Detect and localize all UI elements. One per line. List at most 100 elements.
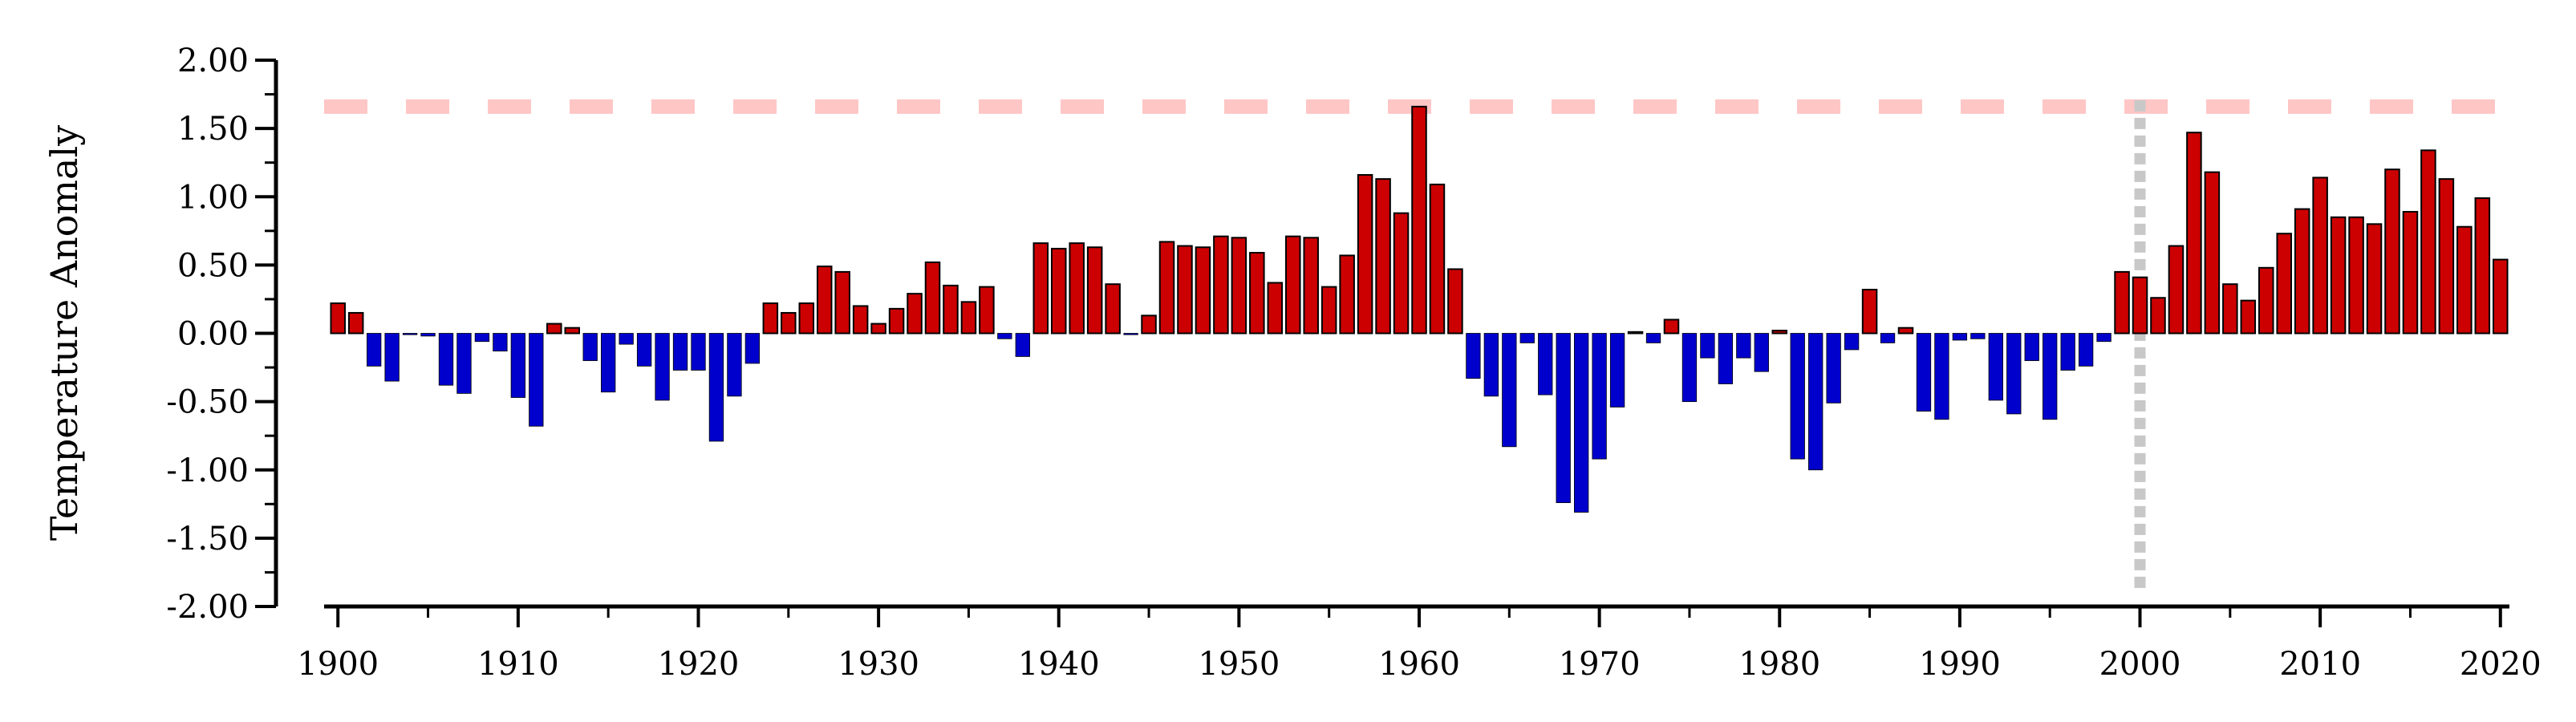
bar-1909 [493,333,508,352]
bar-1955 [1320,286,1337,335]
bar-1912 [546,322,562,335]
bar-1910 [510,333,526,398]
bar-1999 [2114,270,2130,335]
bar-1902 [366,333,382,367]
reference-layer [324,99,2497,590]
y-tick-label: 1.00 [177,179,249,216]
bar-1953 [1284,235,1301,335]
bar-1964 [1483,333,1499,397]
bar-2019 [2474,197,2491,335]
bar-1942 [1086,246,1103,335]
bar-1934 [943,284,959,335]
bar-1931 [888,307,905,335]
bar-1959 [1393,212,1410,335]
bar-1996 [2060,333,2075,371]
bar-1903 [384,333,400,382]
bar-1978 [1736,333,1751,359]
bar-1923 [744,333,761,364]
y-tick-label: -1.00 [166,452,249,489]
y-tick-label: -2.00 [166,589,249,626]
bar-1911 [529,333,544,427]
bar-2009 [2294,208,2310,335]
x-tick-label: 1900 [297,646,379,683]
bar-1922 [727,333,742,397]
bar-1941 [1069,242,1085,335]
x-tick-label: 1910 [477,646,559,683]
bar-2004 [2204,171,2221,335]
bar-1954 [1303,237,1319,335]
bar-1967 [1538,333,1553,395]
bar-1913 [564,327,581,335]
x-tick-label: 1980 [1738,646,1820,683]
bar-2008 [2276,233,2292,335]
bar-1980 [1771,330,1788,335]
bar-2003 [2186,132,2202,335]
bar-1960 [1411,105,1427,335]
bar-2014 [2384,168,2400,335]
bar-1946 [1158,241,1175,335]
bar-1983 [1826,333,1841,404]
bar-1918 [655,333,670,401]
bar-2001 [2150,297,2166,335]
x-tick-label: 1930 [838,646,919,683]
bar-1986 [1880,333,1896,343]
bar-1933 [924,261,941,335]
bar-1944 [1123,333,1138,335]
bar-1965 [1502,333,1517,448]
y-tick-label: -0.50 [166,384,249,421]
bar-1950 [1231,237,1247,335]
bar-1982 [1808,333,1823,471]
bar-1930 [870,322,886,335]
bar-1998 [2096,333,2112,343]
bar-1900 [330,302,346,335]
bar-1962 [1447,268,1463,335]
bar-2012 [2348,216,2364,335]
bar-2013 [2366,223,2383,335]
bar-1973 [1645,333,1661,343]
bar-1970 [1592,333,1607,460]
bar-1981 [1790,333,1805,460]
bar-2016 [2420,149,2436,335]
bar-1904 [402,333,418,335]
bar-1914 [582,333,598,361]
bar-1995 [2043,333,2058,420]
bar-2017 [2438,178,2455,335]
bar-1906 [438,333,454,386]
bar-1925 [781,311,797,335]
bars-layer [330,105,2509,513]
bar-1908 [474,333,490,343]
bar-1971 [1609,333,1625,408]
bar-1907 [456,333,472,394]
bar-1943 [1105,283,1121,335]
x-tick-label: 1950 [1198,646,1280,683]
x-tick-label: 1960 [1378,646,1460,683]
bar-1949 [1213,235,1229,335]
bar-1989 [1934,333,1949,420]
y-tick-label: 0.00 [177,316,249,353]
bar-1985 [1861,289,1878,335]
bar-1948 [1195,246,1211,335]
bar-1968 [1556,333,1571,504]
bar-1905 [420,333,436,337]
bar-1966 [1519,333,1535,343]
bar-2010 [2312,176,2328,335]
bar-1977 [1718,333,1734,384]
bar-2006 [2240,299,2257,335]
bar-1940 [1050,247,1067,335]
bar-1938 [1015,333,1030,357]
y-tick-label: 1.50 [177,111,249,148]
bar-1919 [672,333,688,371]
bar-1957 [1357,174,1373,335]
bar-1987 [1897,327,1914,335]
y-tick-label: 0.50 [177,247,249,284]
bar-1979 [1754,333,1769,372]
bar-1969 [1574,333,1589,513]
bar-2018 [2456,225,2473,335]
bar-2005 [2222,283,2238,335]
y-tick-label: 2.00 [177,43,249,79]
bar-2000 [2132,276,2148,335]
bar-1951 [1249,252,1265,335]
bar-1936 [979,286,995,335]
x-tick-label: 2010 [2279,646,2361,683]
